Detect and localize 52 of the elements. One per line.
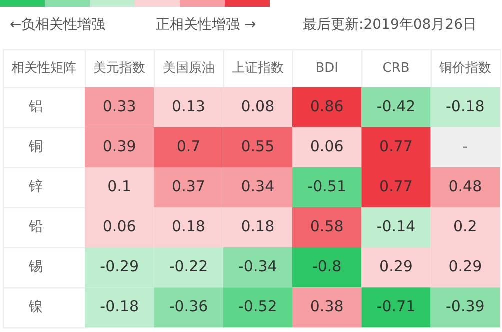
- data-label: 0.48: [448, 177, 482, 196]
- data-label: 0.06: [102, 217, 136, 236]
- x-tick-label: CRB: [382, 60, 410, 76]
- data-label: 0.33: [102, 97, 136, 116]
- text: 最后更新:2019年08月26日: [303, 16, 477, 35]
- data-label: -0.36: [169, 297, 208, 316]
- data-label: 0.58: [310, 217, 344, 236]
- text: 相关性矩阵: [12, 60, 76, 76]
- data-label: 0.55: [241, 137, 275, 156]
- y-tick-label: 铝: [28, 99, 43, 116]
- y-tick-label: 锡: [28, 259, 43, 276]
- data-label: 0.2: [453, 217, 478, 236]
- data-label: 0.18: [172, 217, 206, 236]
- data-label: -0.52: [238, 297, 278, 316]
- data-label: 0.06: [310, 137, 344, 156]
- data-label: 0.13: [172, 97, 206, 116]
- x-tick-label: 美国原油: [162, 60, 215, 76]
- y-tick-label: 铜: [28, 139, 43, 156]
- x-tick-label: 上证指数: [232, 60, 284, 76]
- text: ←负相关性增强: [10, 16, 106, 35]
- data-label: -0.51: [308, 177, 346, 196]
- y-tick-label: 镍: [28, 299, 43, 316]
- x-tick-label: 美元指数: [94, 60, 146, 76]
- data-label: -0.8: [312, 257, 342, 276]
- y-tick-label: 铅: [28, 219, 43, 236]
- data-label: -0.22: [169, 257, 208, 276]
- annotation: -: [462, 137, 468, 156]
- data-label: -0.71: [376, 297, 416, 316]
- data-label: 0.39: [102, 137, 136, 156]
- data-label: 0.34: [241, 177, 275, 196]
- data-label: 0.1: [108, 177, 132, 196]
- data-label: 0.77: [380, 137, 413, 156]
- data-label: 0.37: [172, 177, 206, 196]
- data-label: -0.34: [238, 257, 278, 276]
- data-label: 0.29: [380, 257, 413, 276]
- data-label: -0.42: [376, 97, 416, 116]
- data-label: 0.86: [310, 97, 344, 116]
- x-tick-label: BDI: [316, 60, 338, 76]
- data-label: -0.29: [100, 257, 139, 276]
- data-label: 0.08: [241, 97, 275, 116]
- x-tick-label: 铜价指数: [438, 60, 492, 76]
- data-label: 0.18: [241, 217, 275, 236]
- data-label: -0.18: [446, 97, 485, 116]
- data-label: -0.18: [100, 297, 139, 316]
- data-label: 0.29: [448, 257, 482, 276]
- data-label: 0.7: [176, 137, 201, 156]
- data-label: 0.77: [380, 177, 413, 196]
- data-label: -0.39: [446, 297, 485, 316]
- data-label: -0.14: [376, 217, 416, 236]
- data-label: 0.38: [310, 297, 344, 316]
- y-tick-label: 锌: [28, 179, 43, 196]
- text: 正相关性增强 →: [156, 16, 256, 35]
